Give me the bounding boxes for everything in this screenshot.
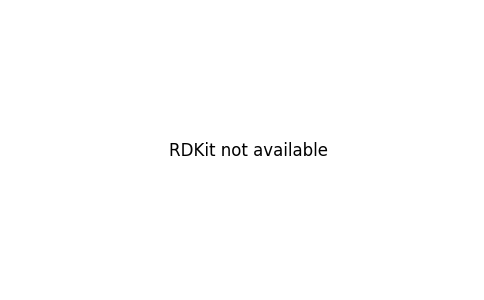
- Text: RDKit not available: RDKit not available: [168, 142, 328, 160]
